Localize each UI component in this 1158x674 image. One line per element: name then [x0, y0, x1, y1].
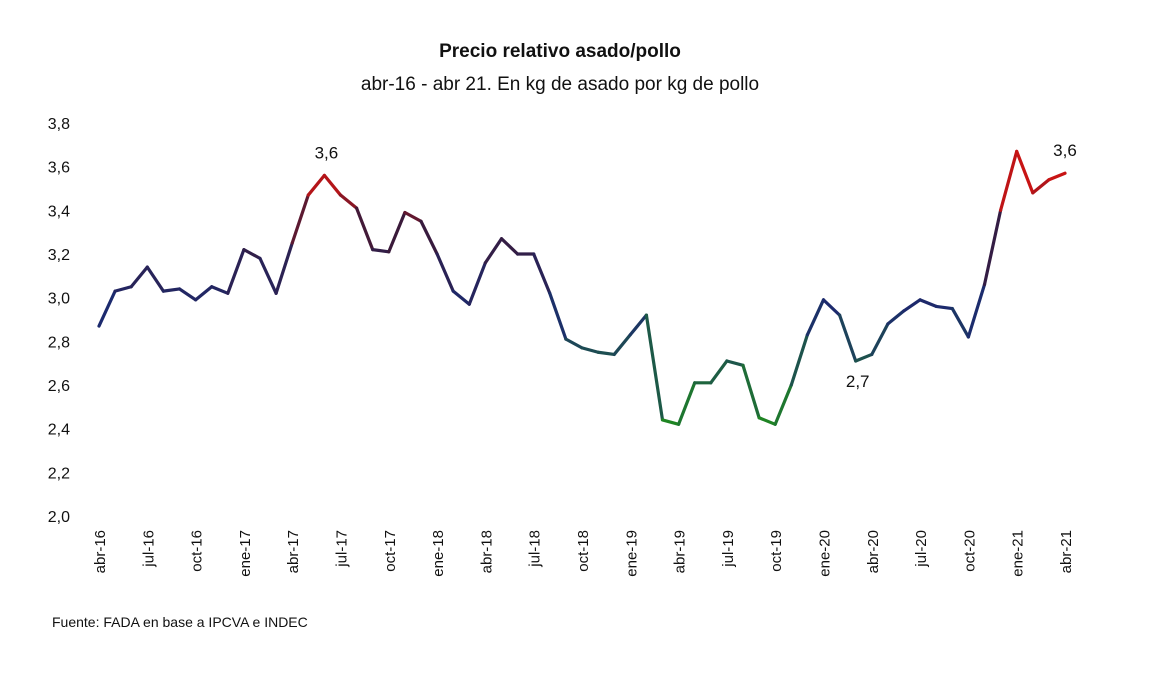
line-segment [1031, 178, 1051, 195]
y-tick-label: 2,8 [48, 334, 70, 351]
y-tick-label: 3,4 [48, 203, 70, 220]
line-segment [194, 285, 214, 302]
line-segment [805, 298, 826, 337]
line-segment [499, 237, 520, 256]
line-segment [483, 237, 504, 265]
line-segment [290, 193, 310, 245]
x-tick-label: oct-16 [189, 530, 206, 572]
line-segment [532, 252, 552, 295]
line-segment [467, 261, 487, 306]
y-tick-label: 3,2 [48, 247, 70, 264]
line-segment [854, 352, 874, 363]
line-segment [322, 173, 343, 197]
x-tick-label: ene-19 [623, 530, 640, 577]
x-tick-label: oct-19 [768, 530, 785, 572]
x-tick-label: abr-19 [672, 530, 689, 573]
y-tick-label: 2,2 [48, 465, 70, 482]
y-tick-label: 3,8 [48, 116, 70, 133]
line-segment [580, 346, 600, 354]
line-segment [564, 337, 584, 350]
line-segment [709, 359, 729, 385]
line-segment [129, 265, 149, 289]
data-label: 3,6 [1053, 141, 1077, 160]
x-tick-label: ene-18 [430, 530, 447, 577]
x-tick-label: abr-17 [285, 530, 302, 573]
x-tick-label: abr-16 [92, 530, 109, 573]
line-segment [886, 309, 906, 326]
chart-subtitle: abr-16 - abr 21. En kg de asado por kg d… [361, 74, 759, 95]
x-tick-label: jul-20 [913, 530, 930, 568]
line-segment [419, 219, 439, 256]
line-segment [548, 291, 568, 341]
line-segment [97, 289, 117, 328]
line-segment [966, 282, 987, 339]
chart-title: Precio relativo asado/pollo [439, 41, 681, 62]
line-segment [210, 285, 230, 295]
x-tick-label: oct-20 [961, 530, 978, 572]
x-tick-label: oct-17 [382, 530, 399, 572]
line-segment [725, 359, 745, 367]
line-segment [242, 248, 262, 260]
line-segment [1047, 171, 1067, 182]
x-tick-label: ene-21 [1010, 530, 1027, 577]
line-segment [789, 333, 810, 387]
line-segment [998, 149, 1019, 212]
x-tick-label: abr-21 [1058, 530, 1075, 573]
line-segment [660, 418, 681, 426]
y-tick-label: 2,4 [48, 422, 70, 439]
line-segment [177, 287, 198, 302]
x-tick-label: jul-19 [720, 530, 737, 568]
source-note: Fuente: FADA en base a IPCVA e INDEC [52, 614, 308, 630]
line-segment [950, 306, 971, 339]
line-segment [403, 210, 423, 223]
line-segment [355, 206, 375, 252]
line-segment [741, 363, 761, 420]
y-tick-label: 2,0 [48, 509, 70, 526]
line-segment [161, 287, 182, 293]
x-tick-label: abr-20 [865, 530, 882, 573]
line-segment [757, 416, 777, 426]
data-label: 3,6 [315, 143, 339, 162]
line-segment [435, 252, 455, 293]
line-segment [387, 210, 407, 254]
x-tick-label: jul-17 [334, 530, 351, 568]
line-segment [338, 193, 359, 210]
line-segment [612, 333, 632, 357]
line-segment [451, 289, 471, 306]
line-segment [371, 248, 391, 254]
x-tick-label: jul-18 [527, 530, 544, 568]
x-tick-label: oct-18 [575, 530, 592, 572]
line-segment [902, 298, 922, 313]
line-segment [837, 313, 858, 363]
line-segment [870, 322, 890, 357]
data-label: 2,7 [846, 372, 870, 391]
y-tick-label: 2,6 [48, 378, 70, 395]
line-segment [821, 298, 842, 317]
line-segment [934, 304, 954, 311]
x-tick-label: ene-17 [237, 530, 254, 577]
y-tick-label: 3,0 [48, 291, 70, 308]
line-segment [274, 241, 294, 295]
line-segment [113, 285, 133, 293]
line-segment [226, 248, 246, 295]
line-segment [982, 208, 1003, 287]
line-segment [258, 256, 278, 295]
y-tick-label: 3,6 [48, 160, 70, 177]
x-tick-label: ene-20 [817, 530, 834, 577]
x-tick-label: abr-18 [478, 530, 495, 573]
line-segment [918, 298, 938, 308]
line-segment [676, 381, 697, 426]
x-tick-label: jul-16 [140, 530, 157, 568]
line-segment [145, 265, 165, 293]
line-segment [596, 350, 616, 357]
line-segment [306, 173, 326, 197]
line-segment [1015, 149, 1035, 195]
line-segment [628, 313, 649, 337]
line-segment [644, 313, 665, 422]
line-segment [773, 383, 793, 426]
